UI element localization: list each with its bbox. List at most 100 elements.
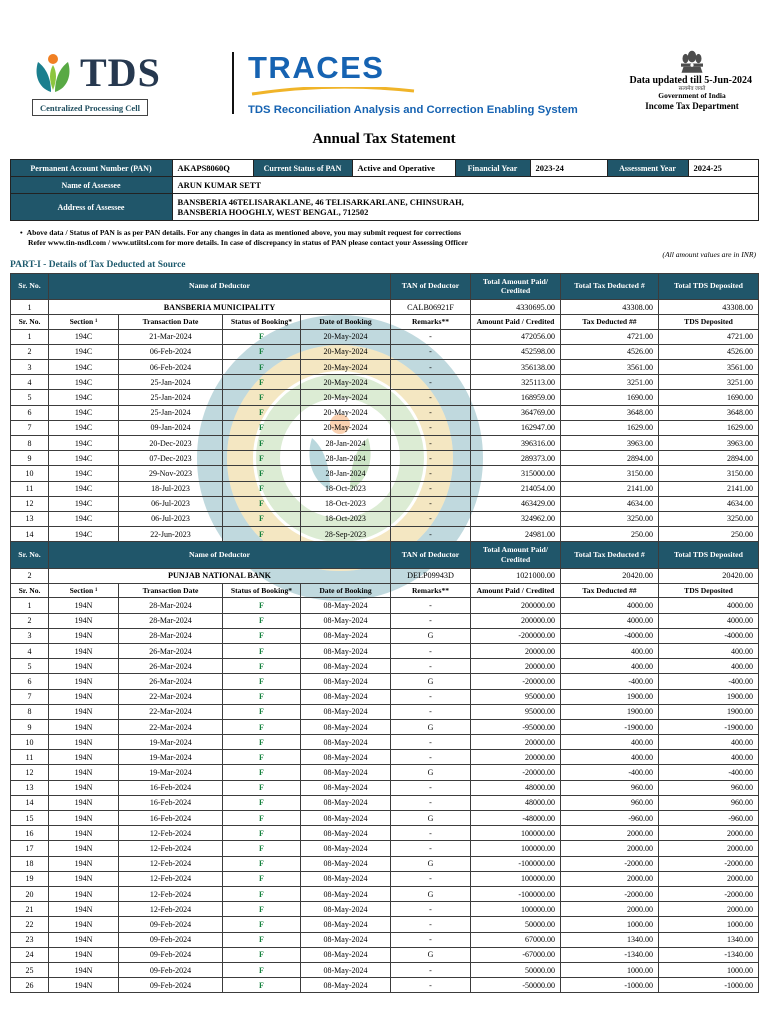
txn-tds: 3150.00 — [658, 465, 759, 482]
txn-booking-date: 08-May-2024 — [300, 931, 391, 948]
txn-booking-date: 08-May-2024 — [300, 977, 391, 994]
txn-remarks: - — [390, 825, 471, 842]
txn-tds: 2000.00 — [658, 825, 759, 842]
txn-row: 5 194N 26-Mar-2024 F 08-May-2024-20000.00 400… — [10, 658, 759, 675]
txn-tax: 4000.00 — [560, 612, 659, 629]
txn-amount: 100000.00 — [470, 901, 561, 918]
txn-status: F — [222, 480, 301, 497]
txn-status: F — [222, 840, 301, 857]
txn-amount: -67000.00 — [470, 946, 561, 963]
txn-tax: 400.00 — [560, 642, 659, 660]
assessee-name-label: Name of Assessee — [9, 176, 173, 194]
txn-section: 194N — [48, 703, 119, 720]
txn-sr: 11 — [10, 749, 49, 766]
txn-amount: 20000.00 — [470, 749, 561, 766]
txn-amount: -20000.00 — [470, 764, 561, 781]
txn-section: 194C — [48, 343, 119, 361]
txn-amount: 162947.00 — [470, 419, 561, 436]
txn-status: F — [222, 673, 301, 690]
txn-sr: 23 — [10, 931, 49, 948]
txn-booking-date: 08-May-2024 — [300, 916, 391, 933]
txn-tax: 3150.00 — [560, 465, 659, 482]
txn-sr: 24 — [10, 946, 49, 963]
txn-section: 194N — [48, 718, 119, 736]
txn-row: 8 194N 22-Mar-2024 F 08-May-2024-95000.00 190… — [10, 703, 759, 720]
txn-tds: 1900.00 — [658, 688, 759, 705]
txn-tax: -2000.00 — [560, 885, 659, 903]
txn-remarks: - — [390, 374, 471, 391]
txn-amount: 100000.00 — [470, 825, 561, 842]
txn-row: 12 194C 06-Jul-2023 F 18-Oct-2023-463429.00 4… — [10, 495, 759, 512]
txn-header-cell: Date of Booking — [300, 314, 391, 330]
txn-tax: -400.00 — [560, 764, 659, 781]
txn-date: 18-Jul-2023 — [118, 480, 223, 497]
txn-header-cell: Remarks** — [390, 582, 471, 599]
txn-remarks: - — [390, 658, 471, 675]
tds-brand-block: TDS Centralized Processing Cell — [30, 50, 230, 116]
txn-status: F — [222, 510, 301, 528]
txn-remarks: - — [390, 510, 471, 528]
txn-row: 12 194N 19-Mar-2024 F 08-May-2024 G -20000.00-… — [10, 764, 759, 781]
assessment-year-value: 2024-25 — [687, 159, 759, 177]
txn-date: 25-Jan-2024 — [118, 389, 223, 406]
txn-header-cell: Remarks** — [390, 314, 471, 330]
txn-sr: 1 — [10, 597, 49, 614]
txn-tax: -960.00 — [560, 810, 659, 827]
txn-tds: 4634.00 — [658, 495, 759, 512]
txn-amount: 472056.00 — [470, 328, 561, 345]
txn-remarks: - — [390, 961, 471, 979]
txn-tax: 400.00 — [560, 658, 659, 675]
txn-sr: 14 — [10, 526, 49, 543]
txn-remarks: - — [390, 749, 471, 766]
txn-date: 09-Feb-2024 — [118, 977, 223, 994]
txn-date: 09-Feb-2024 — [118, 916, 223, 933]
txn-section: 194N — [48, 840, 119, 857]
deductor-header-cell: Sr. No. — [10, 272, 49, 300]
txn-row: 24 194N 09-Feb-2024 F 08-May-2024 G -67000.00-… — [10, 946, 759, 963]
txn-amount: 463429.00 — [470, 495, 561, 512]
txn-sr: 6 — [10, 673, 49, 690]
txn-row: 21 194N 12-Feb-2024 F 08-May-2024-100000.00 2… — [10, 901, 759, 918]
txn-sr: 8 — [10, 434, 49, 452]
txn-remarks: - — [390, 389, 471, 406]
txn-tds: -960.00 — [658, 810, 759, 827]
txn-tax: 1629.00 — [560, 419, 659, 436]
txn-date: 22-Mar-2024 — [118, 703, 223, 720]
txn-tds: -400.00 — [658, 673, 759, 690]
txn-date: 12-Feb-2024 — [118, 855, 223, 872]
txn-booking-date: 08-May-2024 — [300, 885, 391, 903]
txn-tds: 960.00 — [658, 779, 759, 796]
txn-remarks: - — [390, 597, 471, 614]
txn-booking-date: 08-May-2024 — [300, 870, 391, 887]
txn-sr: 3 — [10, 627, 49, 644]
deductor-total-tds: 20420.00 — [658, 567, 759, 584]
pan-row: Permanent Account Number (PAN) AKAPS8060… — [9, 159, 759, 177]
deductor-total-tax: 43308.00 — [560, 298, 659, 316]
txn-booking-date: 08-May-2024 — [300, 703, 391, 720]
txn-booking-date: 28-Sep-2023 — [300, 526, 391, 543]
txn-sr: 16 — [10, 825, 49, 842]
txn-sr: 5 — [10, 658, 49, 675]
txn-tds: 3963.00 — [658, 434, 759, 452]
txn-date: 07-Dec-2023 — [118, 450, 223, 467]
txn-date: 20-Dec-2023 — [118, 434, 223, 452]
txn-tax: 2894.00 — [560, 450, 659, 467]
txn-section: 194N — [48, 961, 119, 979]
txn-amount: 214054.00 — [470, 480, 561, 497]
txn-section: 194N — [48, 855, 119, 872]
txn-sr: 18 — [10, 855, 49, 872]
txn-section: 194C — [48, 450, 119, 467]
txn-remarks: - — [390, 359, 471, 376]
txn-tax: -1340.00 — [560, 946, 659, 963]
txn-tax: -1900.00 — [560, 718, 659, 736]
txn-tax: 1000.00 — [560, 916, 659, 933]
txn-row: 14 194C 22-Jun-2023 F 28-Sep-2023-24981.00 25… — [10, 526, 759, 543]
txn-header-row: Sr. No. Section ¹ Transaction Date Status o… — [10, 582, 759, 599]
txn-date: 06-Feb-2024 — [118, 343, 223, 361]
txn-section: 194N — [48, 779, 119, 796]
txn-status: F — [222, 764, 301, 781]
txn-booking-date: 18-Oct-2023 — [300, 510, 391, 528]
txn-booking-date: 20-May-2024 — [300, 419, 391, 436]
txn-tax: -1000.00 — [560, 977, 659, 994]
txn-amount: 95000.00 — [470, 703, 561, 720]
